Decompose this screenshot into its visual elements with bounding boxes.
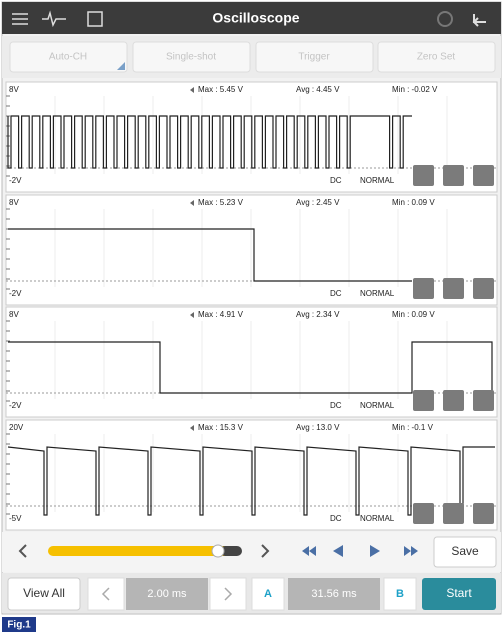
save-button[interactable] (433, 536, 497, 568)
avg-value: Avg : 2.45 V (296, 198, 340, 207)
settings-icon[interactable] (437, 11, 453, 27)
delta-box (288, 578, 380, 610)
caption-box (2, 617, 36, 632)
toolbar-button[interactable] (255, 41, 374, 73)
time-dec-icon (101, 587, 110, 601)
title-bar (2, 2, 501, 34)
toolbar-button[interactable] (377, 41, 496, 73)
step-back[interactable] (333, 545, 343, 557)
rewind[interactable] (302, 546, 316, 556)
avg-value: Avg : 4.45 V (296, 85, 340, 94)
scale-top: 8V (9, 85, 19, 94)
cursor-b-button[interactable] (383, 577, 417, 611)
time-box (126, 578, 208, 610)
zoom-button[interactable] (443, 165, 464, 186)
min-value: Min : -0.02 V (392, 85, 438, 94)
scale-bottom: -2V (9, 401, 22, 410)
trigger-mode: NORMAL (360, 176, 395, 185)
cursor-b: B (396, 588, 404, 600)
max-arrow (190, 200, 194, 206)
coupling: DC (330, 401, 342, 410)
trigger-mode: NORMAL (360, 289, 395, 298)
toolbar-button[interactable] (9, 41, 128, 73)
cursor-a-button[interactable] (251, 577, 285, 611)
scale-bottom: -5V (9, 514, 22, 523)
max-value: Max : 15.3 V (198, 423, 244, 432)
time-inc-icon (224, 587, 233, 601)
toolbar-label: Zero Set (417, 52, 456, 63)
view-all-label: View All (23, 586, 65, 600)
avg-value: Avg : 13.0 V (296, 423, 340, 432)
max-value: Max : 5.23 V (198, 198, 244, 207)
fast-forward[interactable] (404, 546, 418, 556)
time-div: 2.00 ms (147, 588, 187, 600)
cursor-a: A (264, 588, 272, 600)
view-all-button[interactable] (7, 577, 81, 611)
zoom-button[interactable] (473, 165, 494, 186)
min-value: Min : 0.09 V (392, 198, 435, 207)
save-label: Save (451, 544, 479, 558)
coupling: DC (330, 176, 342, 185)
coupling: DC (330, 289, 342, 298)
step-forward[interactable] (370, 545, 380, 557)
toolbar-label: Auto-CH (49, 52, 87, 63)
zoom-button[interactable] (473, 278, 494, 299)
zoom-button[interactable] (413, 165, 434, 186)
caption: Fig.1 (7, 620, 31, 631)
max-value: Max : 4.91 V (198, 310, 244, 319)
scale-top: 8V (9, 310, 19, 319)
start-label: Start (446, 586, 472, 600)
scale-top: 20V (9, 423, 24, 432)
max-arrow (190, 425, 194, 431)
max-arrow (190, 312, 194, 318)
prev-arrow[interactable] (18, 544, 27, 558)
zoom-button[interactable] (473, 503, 494, 524)
waveform (7, 115, 412, 169)
time-dec[interactable] (87, 577, 125, 611)
waveform (8, 228, 412, 282)
next-arrow[interactable] (261, 544, 270, 558)
zoom-button[interactable] (443, 390, 464, 411)
toolbar-label: Single-shot (166, 52, 216, 63)
scale-bottom: -2V (9, 176, 22, 185)
zoom-button[interactable] (413, 503, 434, 524)
cursor-delta: 31.56 ms (311, 588, 357, 600)
zoom-button[interactable] (443, 503, 464, 524)
slider-track[interactable] (48, 546, 240, 556)
min-value: Min : -0.1 V (392, 423, 434, 432)
waveform (7, 446, 495, 516)
zoom-button[interactable] (473, 390, 494, 411)
coupling: DC (330, 514, 342, 523)
menu-icons[interactable] (12, 10, 103, 28)
max-arrow (190, 87, 194, 93)
time-inc[interactable] (209, 577, 247, 611)
waveform (8, 341, 493, 394)
toolbar-label: Trigger (298, 52, 330, 63)
slider-thumb[interactable] (211, 544, 225, 558)
start-button[interactable] (422, 578, 496, 610)
zoom-button[interactable] (443, 278, 464, 299)
trigger-mode: NORMAL (360, 401, 395, 410)
scale-top: 8V (9, 198, 19, 207)
zoom-button[interactable] (413, 278, 434, 299)
back-icon[interactable] (472, 14, 486, 27)
avg-value: Avg : 2.34 V (296, 310, 340, 319)
min-value: Min : 0.09 V (392, 310, 435, 319)
toolbar-button[interactable] (132, 41, 251, 73)
slider-rest (220, 546, 242, 556)
dropdown-corner (117, 62, 125, 70)
trigger-mode: NORMAL (360, 514, 395, 523)
scale-bottom: -2V (9, 289, 22, 298)
title: Oscilloscope (212, 10, 299, 26)
max-value: Max : 5.45 V (198, 85, 244, 94)
zoom-button[interactable] (413, 390, 434, 411)
